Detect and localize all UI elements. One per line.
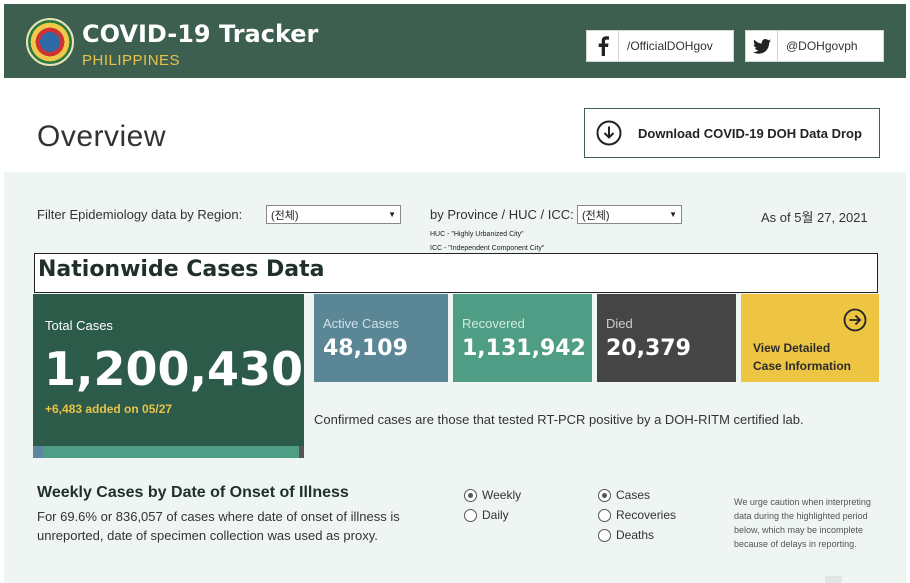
nationwide-header-box: Nationwide Cases Data	[34, 253, 878, 293]
radio-weekly-label: Weekly	[482, 488, 522, 502]
scroll-indicator[interactable]	[825, 576, 842, 583]
radio-button	[464, 508, 477, 522]
icc-note: ICC - "Independent Component City"	[430, 245, 545, 252]
recovered-label: Recovered	[462, 316, 525, 331]
radio-recoveries[interactable]: Recoveries	[598, 508, 676, 522]
radio-recoveries-label: Recoveries	[616, 508, 677, 522]
strip-died-segment	[299, 446, 304, 458]
active-cases-card: Active Cases 48,109	[314, 294, 448, 382]
confirmed-cases-note: Confirmed cases are those that tested RT…	[314, 412, 804, 427]
total-cases-added: +6,483 added on 05/27	[45, 402, 173, 416]
province-select[interactable]: (전체) ▼	[577, 205, 682, 224]
twitter-link[interactable]: @DOHgovph	[745, 30, 884, 62]
radio-daily-label: Daily	[482, 508, 509, 522]
view-detailed-line1: View Detailed	[753, 341, 831, 355]
chevron-down-icon: ▼	[388, 210, 396, 219]
download-button-label: Download COVID-19 DOH Data Drop	[638, 125, 862, 141]
download-arrow-icon	[596, 120, 622, 146]
radio-cases-label: Cases	[616, 488, 651, 502]
facebook-icon	[587, 31, 619, 61]
nationwide-title: Nationwide Cases Data	[38, 257, 325, 282]
died-card: Died 20,379	[597, 294, 736, 382]
radio-weekly[interactable]: Weekly	[464, 488, 521, 502]
weekly-cases-title: Weekly Cases by Date of Onset of Illness	[37, 484, 349, 501]
strip-active-segment	[33, 446, 43, 458]
radio-button	[598, 508, 611, 522]
arrow-right-circle-icon	[843, 308, 867, 332]
twitter-icon	[746, 31, 778, 61]
caution-note: We urge caution when interpreting data d…	[734, 497, 871, 549]
radio-deaths[interactable]: Deaths	[598, 528, 654, 542]
radio-button-selected	[598, 488, 611, 502]
chevron-down-icon: ▼	[669, 210, 677, 219]
doh-seal-logo	[26, 18, 74, 66]
active-cases-value: 48,109	[323, 336, 408, 361]
region-filter-label: Filter Epidemiology data by Region:	[37, 207, 243, 222]
facebook-handle: /OfficialDOHgov	[627, 39, 713, 53]
recovered-value: 1,131,942	[462, 336, 586, 361]
radio-daily[interactable]: Daily	[464, 508, 509, 522]
died-label: Died	[606, 316, 633, 331]
region-select-value: (전체)	[271, 209, 299, 222]
active-cases-label: Active Cases	[323, 316, 399, 331]
region-select[interactable]: (전체) ▼	[266, 205, 401, 224]
province-select-value: (전체)	[582, 209, 610, 222]
view-detailed-case-info-button[interactable]: View Detailed Case Information	[741, 294, 879, 382]
facebook-link[interactable]: /OfficialDOHgov	[586, 30, 734, 62]
died-value: 20,379	[606, 336, 691, 361]
view-detailed-label: View Detailed Case Information	[753, 339, 851, 375]
app-subtitle: PHILIPPINES	[82, 52, 181, 69]
huc-note: HUC - "Highly Urbanized City"	[430, 231, 524, 238]
total-cases-label: Total Cases	[45, 318, 113, 333]
as-of-date: As of 5월 27, 2021	[761, 210, 868, 225]
total-cases-breakdown-strip	[33, 446, 304, 458]
province-filter-label: by Province / HUC / ICC:	[430, 207, 574, 222]
view-detailed-line2: Case Information	[753, 359, 852, 373]
total-cases-value: 1,200,430	[44, 342, 303, 396]
page-title: Overview	[37, 120, 167, 153]
app-title: COVID-19 Tracker	[82, 20, 319, 48]
download-data-drop-button[interactable]: Download COVID-19 DOH Data Drop	[584, 108, 880, 158]
radio-deaths-label: Deaths	[616, 528, 655, 542]
total-cases-card: Total Cases 1,200,430 +6,483 added on 05…	[33, 294, 304, 458]
recovered-card: Recovered 1,131,942	[453, 294, 592, 382]
header-bar: COVID-19 Tracker PHILIPPINES /OfficialDO…	[4, 4, 906, 78]
radio-cases[interactable]: Cases	[598, 488, 650, 502]
weekly-cases-description: For 69.6% or 836,057 of cases where date…	[37, 509, 400, 543]
twitter-handle: @DOHgovph	[786, 39, 858, 53]
radio-button-selected	[464, 488, 477, 502]
radio-button	[598, 528, 611, 542]
